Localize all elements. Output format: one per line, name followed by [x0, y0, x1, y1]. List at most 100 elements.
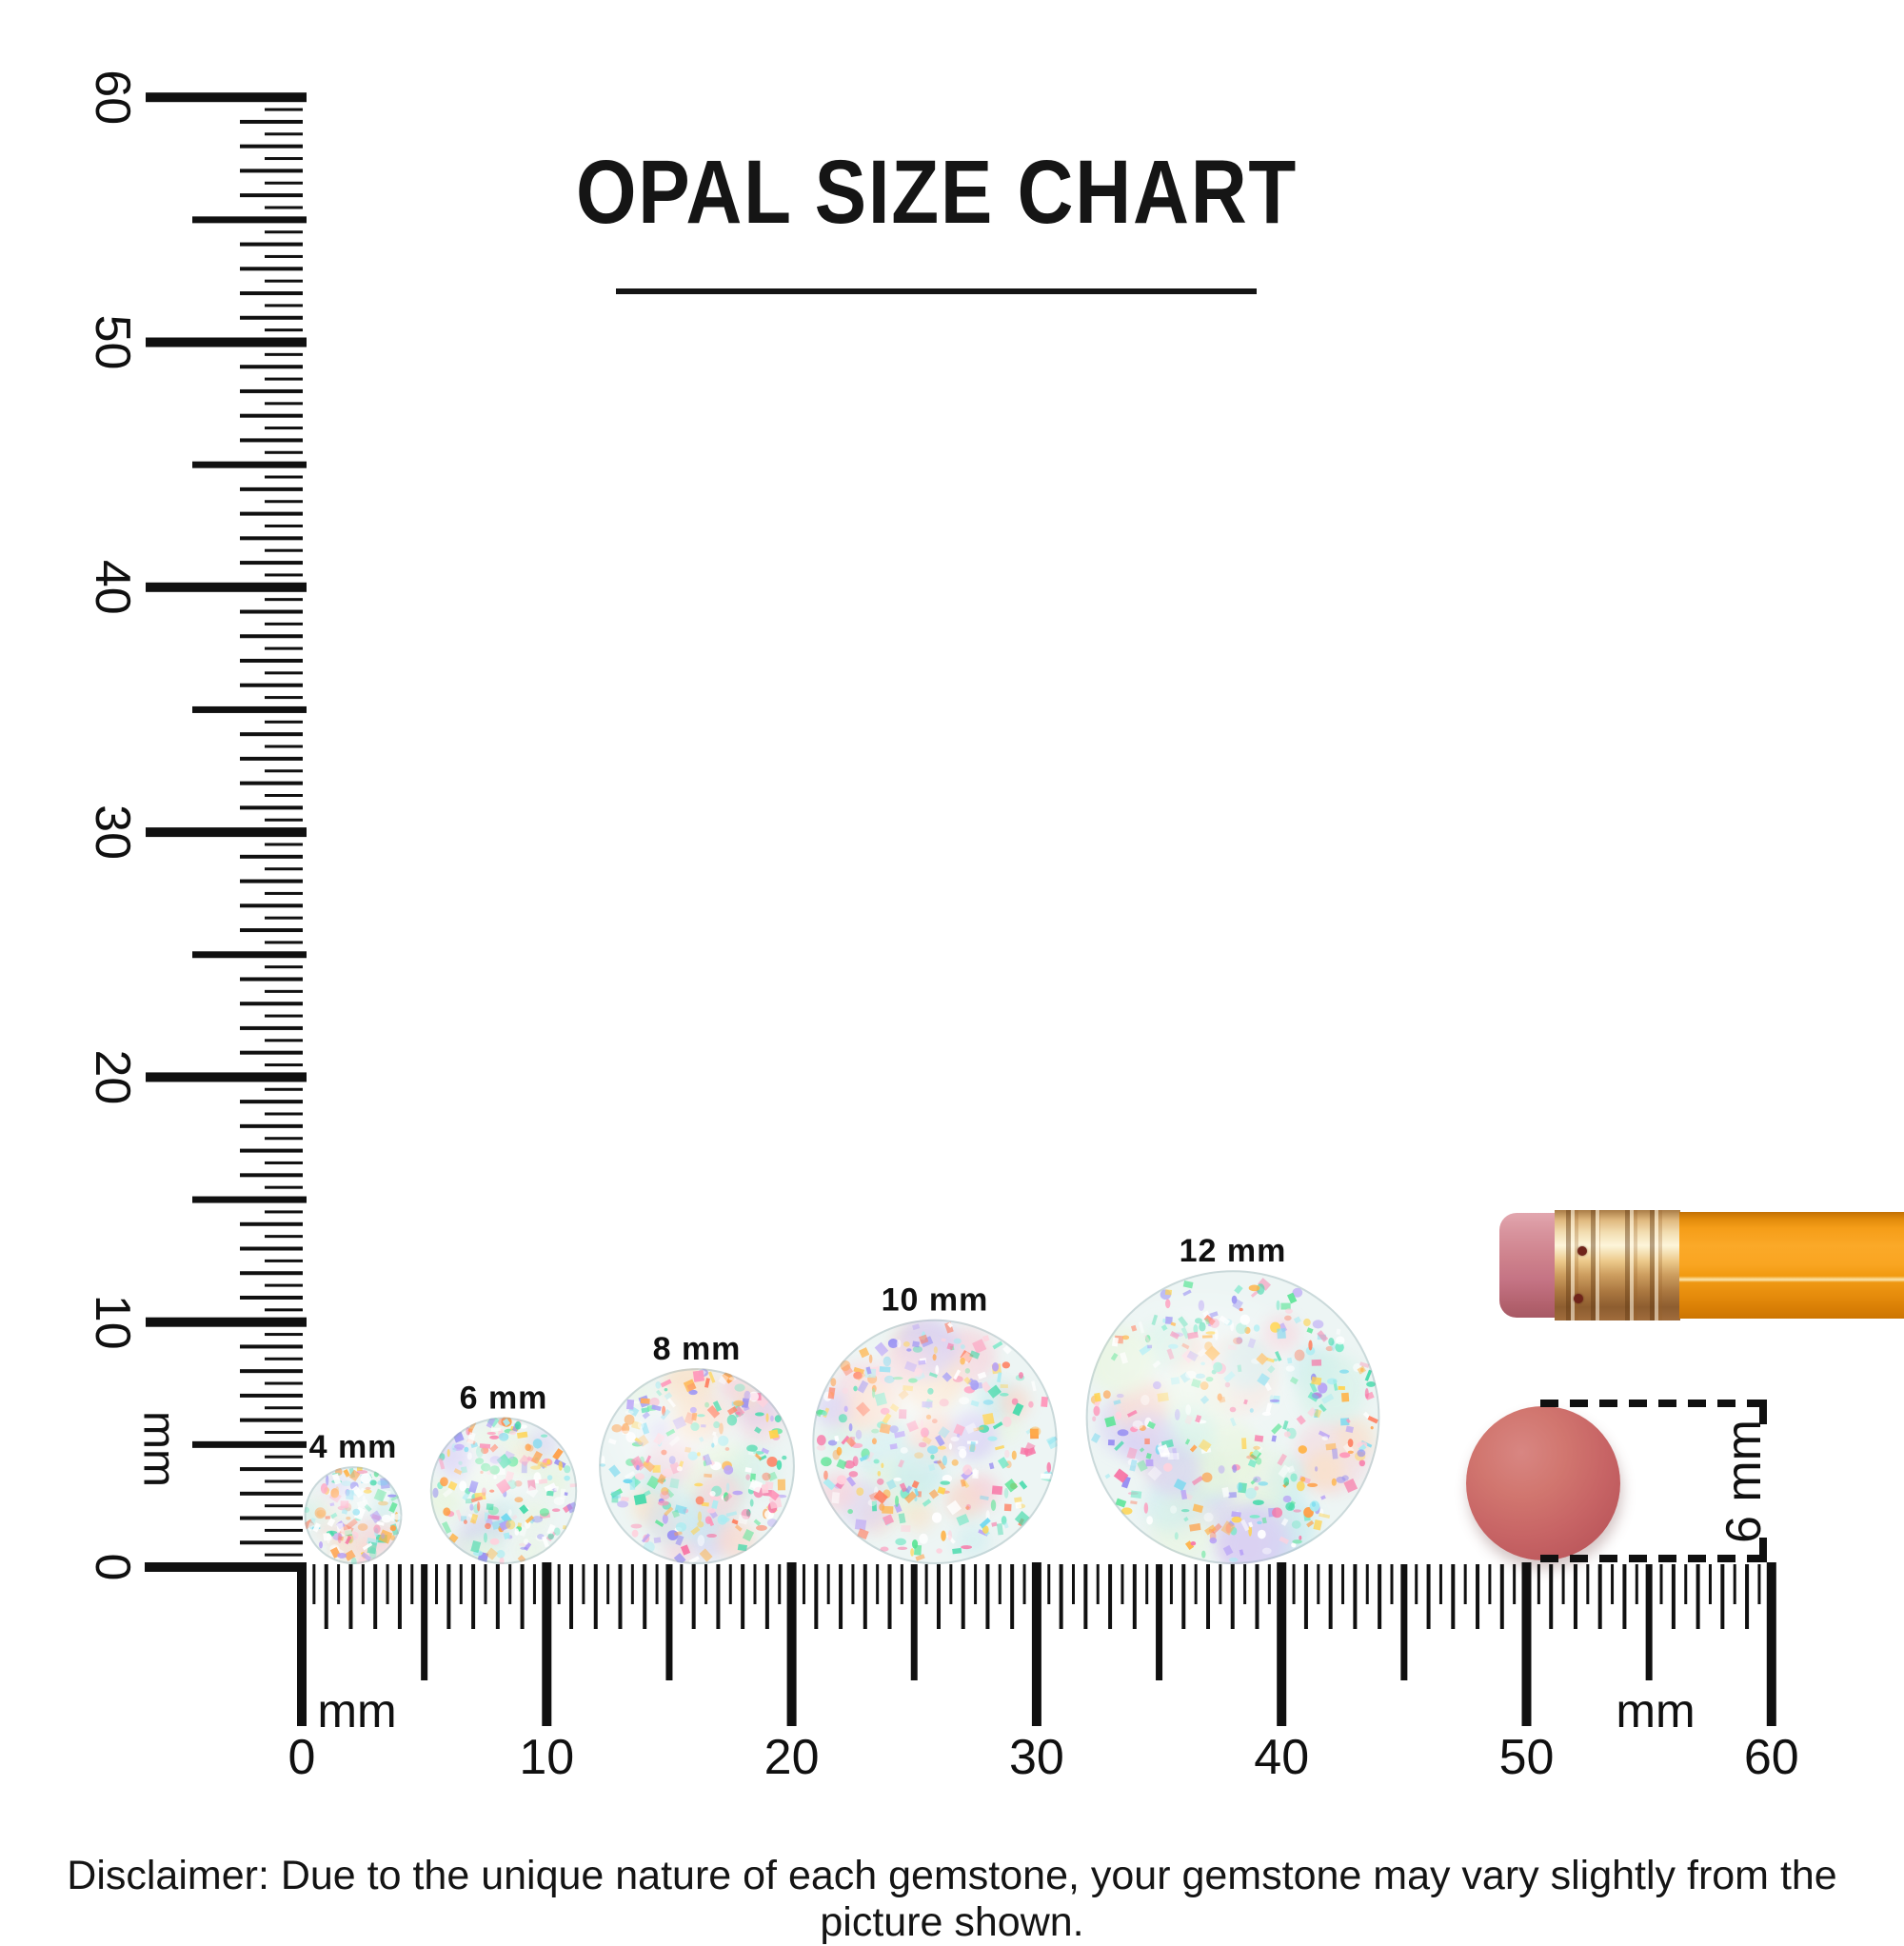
- mm-tick: [240, 977, 303, 982]
- half-mm-tick: [265, 1039, 303, 1042]
- mm-tick: [240, 1173, 303, 1178]
- half-mm-tick: [484, 1564, 487, 1604]
- mm-tick: [373, 1564, 378, 1629]
- half-mm-tick: [265, 157, 303, 161]
- mm-tick: [240, 388, 303, 393]
- mm-tick: [240, 536, 303, 541]
- half-mm-tick: [265, 671, 303, 675]
- half-mm-tick: [265, 1235, 303, 1239]
- half-cm-tick: [910, 1564, 918, 1680]
- mm-tick: [240, 315, 303, 320]
- half-mm-tick: [265, 646, 303, 650]
- page-title: OPAL SIZE CHART: [575, 142, 1299, 243]
- mm-tick: [1426, 1564, 1431, 1629]
- half-mm-tick: [532, 1564, 536, 1604]
- mm-tick: [764, 1564, 769, 1629]
- half-mm-tick: [265, 1161, 303, 1164]
- mm-tick: [240, 683, 303, 687]
- half-mm-tick: [265, 1528, 303, 1532]
- half-mm-tick: [265, 867, 303, 871]
- mm-tick: [691, 1564, 696, 1629]
- half-cm-tick: [421, 1564, 428, 1680]
- major-tick: [1031, 1562, 1041, 1726]
- half-mm-tick: [265, 941, 303, 944]
- mm-tick: [240, 365, 303, 369]
- half-mm-tick: [265, 328, 303, 332]
- half-mm-tick: [1219, 1564, 1222, 1604]
- half-mm-tick: [312, 1564, 316, 1604]
- opal-size-chart-page: OPAL SIZE CHART 0 10 20 30 40 50 60 mm 0 10 20 30 40…: [67, 70, 1904, 1945]
- half-mm-tick: [1047, 1564, 1051, 1604]
- half-mm-tick: [1317, 1564, 1320, 1604]
- mm-tick: [240, 242, 303, 247]
- mm-tick: [240, 609, 303, 614]
- horizontal-ruler-unit-right: mm: [1616, 1684, 1695, 1738]
- half-mm-tick: [265, 1210, 303, 1214]
- vertical-ruler-number: 50: [85, 315, 140, 370]
- mm-tick: [240, 658, 303, 663]
- mm-tick: [240, 144, 303, 149]
- major-tick: [1521, 1562, 1532, 1726]
- mm-tick: [741, 1564, 745, 1629]
- half-mm-tick: [265, 573, 303, 577]
- mm-tick: [240, 634, 303, 639]
- eraser-disc: [1466, 1406, 1620, 1560]
- half-mm-tick: [265, 745, 303, 748]
- vertical-ruler-number: 20: [85, 1049, 140, 1104]
- half-mm-tick: [265, 377, 303, 381]
- half-mm-tick: [361, 1564, 365, 1604]
- vertical-ruler-number: 60: [85, 70, 140, 125]
- opal-gem: 6 mm: [429, 1380, 578, 1565]
- horizontal-ruler-number: 40: [1254, 1730, 1309, 1785]
- half-mm-tick: [265, 1455, 303, 1459]
- half-mm-tick: [265, 1283, 303, 1287]
- vertical-ruler-number: 30: [85, 804, 140, 860]
- half-mm-tick: [1757, 1564, 1761, 1604]
- half-mm-tick: [1071, 1564, 1075, 1604]
- half-mm-tick: [265, 989, 303, 993]
- half-mm-tick: [265, 206, 303, 209]
- mm-tick: [240, 805, 303, 810]
- half-mm-tick: [680, 1564, 684, 1604]
- half-mm-tick: [1022, 1564, 1026, 1604]
- half-cm-tick: [192, 216, 307, 224]
- major-tick: [1766, 1562, 1776, 1726]
- half-mm-tick: [1438, 1564, 1442, 1604]
- ferrule-crimp-left: [1566, 1210, 1600, 1320]
- half-cm-tick: [192, 951, 307, 959]
- mm-tick: [446, 1564, 451, 1629]
- major-tick: [146, 1317, 307, 1327]
- half-mm-tick: [265, 500, 303, 504]
- half-mm-tick: [337, 1564, 341, 1604]
- mm-tick: [240, 1025, 303, 1030]
- half-cm-tick: [192, 1440, 307, 1448]
- half-mm-tick: [265, 1381, 303, 1385]
- ferrule-crimp-right: [1625, 1210, 1671, 1320]
- pencil-body: [1679, 1212, 1904, 1319]
- major-tick: [1277, 1562, 1287, 1726]
- mm-tick: [240, 732, 303, 737]
- mm-tick: [863, 1564, 867, 1629]
- half-mm-tick: [606, 1564, 610, 1604]
- horizontal-ruler-number: 20: [764, 1730, 820, 1785]
- half-mm-tick: [265, 132, 303, 136]
- ferrule-dot: [1574, 1294, 1583, 1303]
- mm-tick: [1499, 1564, 1504, 1629]
- half-cm-tick: [192, 461, 307, 468]
- half-mm-tick: [704, 1564, 708, 1604]
- half-cm-tick: [192, 705, 307, 713]
- half-mm-tick: [1586, 1564, 1590, 1604]
- mm-tick: [240, 169, 303, 173]
- half-mm-tick: [265, 696, 303, 700]
- mm-tick: [240, 854, 303, 859]
- vertical-ruler-number: 10: [85, 1295, 140, 1350]
- half-mm-tick: [265, 794, 303, 798]
- half-mm-tick: [1415, 1564, 1418, 1604]
- half-mm-tick: [1733, 1564, 1736, 1604]
- half-cm-tick: [1645, 1564, 1653, 1680]
- mm-tick: [240, 291, 303, 296]
- half-mm-tick: [265, 1112, 303, 1116]
- mm-tick: [716, 1564, 721, 1629]
- mm-tick: [1255, 1564, 1259, 1629]
- half-cm-tick: [1156, 1564, 1163, 1680]
